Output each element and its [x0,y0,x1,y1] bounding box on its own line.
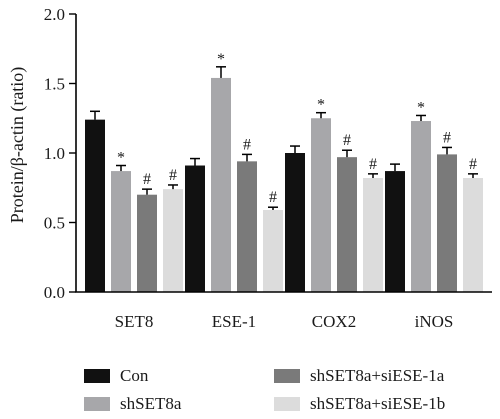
significance-label: # [369,156,377,173]
y-tick-label: 0.0 [44,283,65,302]
significance-label: # [143,171,151,188]
y-tick-label: 1.0 [44,144,65,163]
bar [285,153,305,292]
significance-label: * [117,150,125,167]
bar [463,178,483,292]
significance-label: * [417,99,425,116]
significance-label: * [217,51,225,68]
bar [385,171,405,292]
bar [211,77,231,292]
bar [163,189,183,292]
y-tick-label: 2.0 [44,5,65,24]
y-axis-label: Protein/β-actin (ratio) [7,67,28,224]
x-category-label: iNOS [415,312,454,331]
x-category-label: COX2 [312,312,356,331]
y-tick-label: 1.5 [44,75,65,94]
y-tick-label: 0.5 [44,214,65,233]
bar [311,118,331,292]
bar [85,119,105,292]
significance-label: # [343,132,351,149]
significance-label: # [269,189,277,206]
bar [111,171,131,292]
bar [437,154,457,292]
significance-label: # [443,129,451,146]
bar [185,165,205,292]
significance-label: # [469,156,477,173]
significance-label: # [243,136,251,153]
bar [363,178,383,292]
bar [263,209,283,292]
significance-label: # [169,167,177,184]
bar [411,121,431,292]
bar [137,194,157,292]
x-category-label: ESE-1 [212,312,256,331]
bar [337,157,357,292]
significance-label: * [317,97,325,114]
x-category-label: SET8 [115,312,154,331]
bar [237,161,257,292]
